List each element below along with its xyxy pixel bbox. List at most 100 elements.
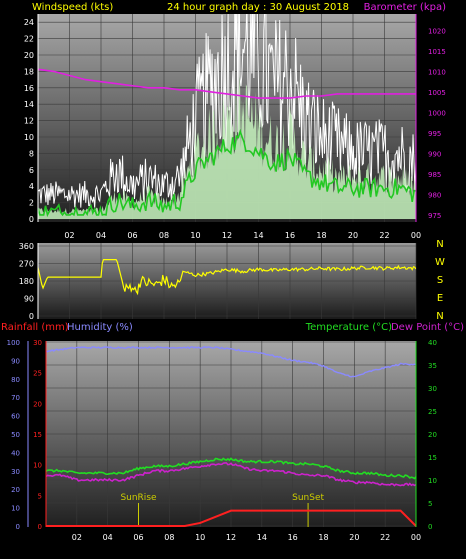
compass-label: S <box>437 275 443 286</box>
temperature-y-tick-label: 40 <box>428 339 437 347</box>
compass-label: N <box>436 239 443 250</box>
wind-gust-series <box>38 14 416 208</box>
temperature-y-tick-label: 20 <box>428 431 437 439</box>
wind-y-tick-label: 4 <box>29 182 34 191</box>
wind-y-tick-label: 6 <box>29 166 34 175</box>
direction-y-tick-label: 270 <box>19 260 34 269</box>
rain-panel-x-tick-label: 22 <box>380 533 390 542</box>
rain-panel-x-tick-label: 12 <box>226 533 236 542</box>
barometer-y-tick-label: 1020 <box>428 27 446 35</box>
wind-x-tick-label: 04 <box>96 231 106 240</box>
rain-panel-x-tick-label: 16 <box>288 533 298 542</box>
rainfall-y-tick-label: 10 <box>33 462 42 470</box>
wind-x-tick-label: 00 <box>411 231 421 240</box>
rainfall-y-tick-label: 25 <box>33 370 42 378</box>
wind-y-tick-label: 16 <box>24 84 34 93</box>
humidity-y-tick-label: 100 <box>7 339 20 347</box>
wind-x-tick-label: 20 <box>348 231 358 240</box>
humidity-y-tick-label: 70 <box>11 394 20 402</box>
humidity-y-tick-label: 80 <box>11 376 20 384</box>
wind-x-tick-label: 10 <box>190 231 200 240</box>
windspeed-title: Windspeed (kts) <box>32 2 113 13</box>
wind-direction-series <box>38 259 416 296</box>
barometer-y-tick-label: 975 <box>428 212 441 220</box>
rain-panel-x-tick-label: 20 <box>349 533 359 542</box>
wind-y-tick-label: 20 <box>24 51 34 60</box>
compass-label: N <box>436 311 443 322</box>
compass-label: W <box>435 257 445 268</box>
rainfall-y-tick-label: 30 <box>33 339 42 347</box>
humidity-series <box>46 345 416 378</box>
dewpoint-series <box>46 462 416 487</box>
direction-panel-series <box>38 259 416 296</box>
wind-y-tick-label: 18 <box>24 67 34 76</box>
barometer-y-tick-label: 1005 <box>428 89 446 97</box>
rain-panel-x-tick-label: 14 <box>257 533 267 542</box>
legend-temperature: Temperature (°C) <box>305 322 392 333</box>
rain-panel-x-tick-label: 06 <box>133 533 143 542</box>
direction-y-tick-label: 90 <box>24 295 34 304</box>
barometer-y-tick-label: 985 <box>428 171 441 179</box>
humidity-y-tick-label: 50 <box>11 431 20 439</box>
wind-x-tick-label: 12 <box>222 231 232 240</box>
rain-panel-series: SunRise SunSet <box>46 345 416 527</box>
rain-panel-axes: 0510152025303540010203040506070809010005… <box>7 339 437 542</box>
wind-x-tick-label: 18 <box>316 231 326 240</box>
legend-dewpoint: Dew Point (°C) <box>391 322 464 333</box>
compass-label: E <box>437 293 443 304</box>
barometer-y-tick-label: 1010 <box>428 68 446 76</box>
wind-y-tick-label: 22 <box>24 35 34 44</box>
direction-y-tick-label: 360 <box>19 242 34 251</box>
temperature-y-tick-label: 0 <box>428 523 432 531</box>
wind-panel-axes: 0246810121416182022249759809859909951000… <box>24 14 446 240</box>
rainfall-y-tick-label: 20 <box>33 400 42 408</box>
humidity-y-tick-label: 10 <box>11 505 20 513</box>
temperature-y-tick-label: 5 <box>428 500 432 508</box>
wind-y-tick-label: 0 <box>29 215 34 224</box>
wind-x-tick-label: 16 <box>285 231 295 240</box>
rain-panel-x-tick-label: 00 <box>411 533 421 542</box>
rainfall-series <box>46 509 416 527</box>
barometer-y-tick-label: 995 <box>428 130 441 138</box>
wind-y-tick-label: 2 <box>29 199 34 208</box>
wind-y-tick-label: 24 <box>24 18 34 27</box>
sun-event-label: SunRise <box>120 493 157 503</box>
wind-average-line <box>38 128 416 218</box>
wind-y-tick-label: 10 <box>24 133 34 142</box>
rain-panel-x-tick-label: 04 <box>103 533 113 542</box>
wind-x-tick-label: 08 <box>159 231 169 240</box>
chart-date-title: 24 hour graph day : 30 August 2018 <box>167 2 349 13</box>
sun-event-label: SunSet <box>292 493 324 503</box>
rain-panel-x-tick-label: 02 <box>72 533 82 542</box>
wind-y-tick-label: 12 <box>24 117 34 126</box>
legend-rainfall: Rainfall (mm) <box>1 322 69 333</box>
rain-panel-x-tick-label: 08 <box>164 533 174 542</box>
temperature-series <box>46 457 416 480</box>
rainfall-y-tick-label: 5 <box>38 492 42 500</box>
temperature-y-tick-label: 25 <box>428 408 437 416</box>
barometer-title: Barometer (kpa) <box>364 2 446 13</box>
barometer-y-tick-label: 990 <box>428 150 441 158</box>
barometer-y-tick-label: 1000 <box>428 109 446 117</box>
legend-humidity: Humidity (%) <box>67 322 133 333</box>
barometer-series <box>38 68 416 99</box>
wind-x-tick-label: 02 <box>64 231 74 240</box>
direction-panel-grid <box>38 243 417 319</box>
wind-y-tick-label: 8 <box>29 149 34 158</box>
barometer-y-tick-label: 980 <box>428 191 441 199</box>
temperature-y-tick-label: 30 <box>428 385 437 393</box>
direction-y-tick-label: 180 <box>19 277 34 286</box>
humidity-y-tick-label: 90 <box>11 357 20 365</box>
wind-x-tick-label: 14 <box>253 231 263 240</box>
rainfall-y-tick-label: 15 <box>33 431 42 439</box>
temperature-y-tick-label: 10 <box>428 477 437 485</box>
wind-y-tick-label: 14 <box>24 100 34 109</box>
rain-panel-x-tick-label: 18 <box>318 533 328 542</box>
wind-x-tick-label: 06 <box>127 231 137 240</box>
rain-panel-grid <box>46 341 417 527</box>
humidity-y-tick-label: 20 <box>11 486 20 494</box>
wind-panel-series <box>38 14 416 219</box>
